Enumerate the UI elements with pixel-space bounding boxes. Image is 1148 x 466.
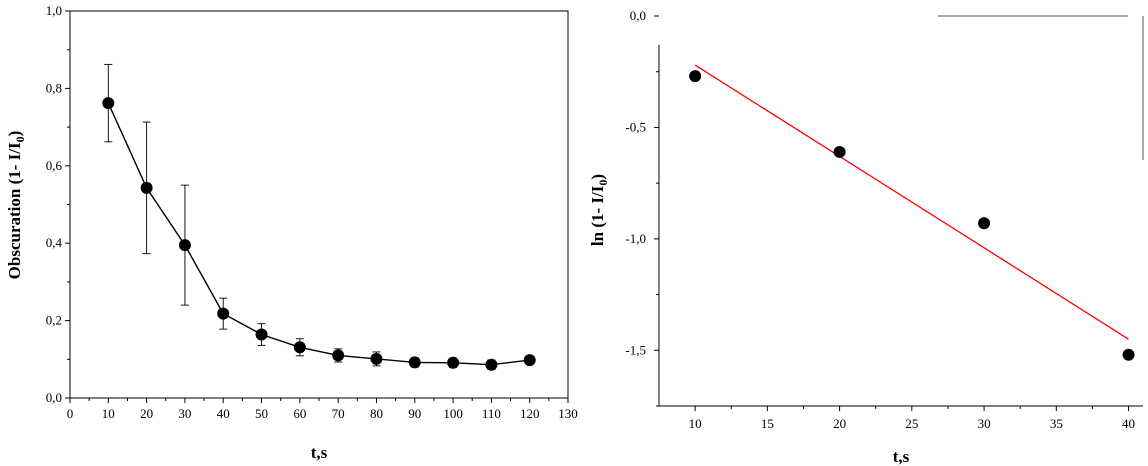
left-data-point — [485, 358, 498, 371]
left-data-point — [140, 181, 153, 194]
right-x-tick-label: 10 — [689, 416, 702, 431]
left-data-point — [178, 239, 191, 252]
left-x-tick-label: 130 — [558, 406, 578, 421]
left-data-point — [102, 97, 115, 110]
left-data-point — [370, 352, 383, 365]
left-data-point — [523, 354, 536, 367]
left-x-tick-label: 30 — [178, 406, 191, 421]
right-x-tick-label: 15 — [761, 416, 774, 431]
left-x-tick-label: 90 — [408, 406, 421, 421]
left-x-tick-label: 40 — [217, 406, 230, 421]
right-data-point — [1122, 348, 1135, 361]
chart-left: 0,0 0,2 0,4 0,6 0,8 1,0 0 10 20 30 40 50 60 70 80 90 10… — [5, 3, 578, 462]
left-series-line — [107, 102, 530, 366]
left-data-point — [293, 341, 306, 354]
right-x-tick-label: 25 — [905, 416, 918, 431]
left-data-point — [217, 307, 230, 320]
right-x-tick-label: 35 — [1050, 416, 1063, 431]
left-y-tick-label: 1,0 — [46, 3, 62, 18]
right-data-point — [833, 145, 846, 158]
right-data-point — [978, 217, 991, 230]
left-data-point — [255, 328, 268, 341]
left-x-tick-label: 120 — [520, 406, 540, 421]
right-y-tick-label: -0,5 — [625, 119, 646, 134]
left-x-tick-label: 50 — [255, 406, 268, 421]
left-y-axis-label: Obscuration (1- I/I0) — [5, 131, 27, 280]
left-x-tick-label: 0 — [67, 406, 74, 421]
left-y-tick-label: 0,4 — [46, 235, 63, 250]
right-x-tick-label: 30 — [978, 416, 991, 431]
right-fit-line — [694, 64, 1129, 340]
right-y-tick-label: -1,0 — [625, 231, 646, 246]
right-y-axis-label: ln (1- I/I0) — [588, 174, 610, 246]
right-data-point — [689, 70, 702, 83]
left-y-tick-label: 0,6 — [46, 158, 63, 173]
left-x-tick-label: 110 — [482, 406, 501, 421]
chart-right: 0,0 -0,5 -1,0 -1,5 10 15 20 25 30 35 40 t,s ln (1… — [588, 8, 1144, 466]
left-x-axis-label: t,s — [311, 443, 328, 462]
right-y-tick-label: -1,5 — [625, 342, 646, 357]
left-x-tick-label: 70 — [332, 406, 345, 421]
left-data-point — [408, 356, 421, 369]
left-x-tick-label: 80 — [370, 406, 383, 421]
right-x-axis-label: t,s — [893, 447, 910, 466]
left-x-tick-label: 60 — [293, 406, 306, 421]
right-y-tick-label: 0,0 — [630, 8, 646, 23]
left-plot-frame — [69, 10, 569, 399]
left-x-tick-label: 10 — [102, 406, 115, 421]
left-y-tick-label: 0,2 — [46, 313, 62, 328]
left-data-point — [447, 356, 460, 369]
right-x-tick-label: 40 — [1122, 416, 1135, 431]
left-x-tick-label: 20 — [140, 406, 153, 421]
left-x-tick-label: 100 — [443, 406, 463, 421]
left-y-tick-label: 0,8 — [46, 80, 62, 95]
left-y-tick-label: 0,0 — [46, 390, 62, 405]
right-x-tick-label: 20 — [833, 416, 846, 431]
left-data-point — [332, 349, 345, 362]
